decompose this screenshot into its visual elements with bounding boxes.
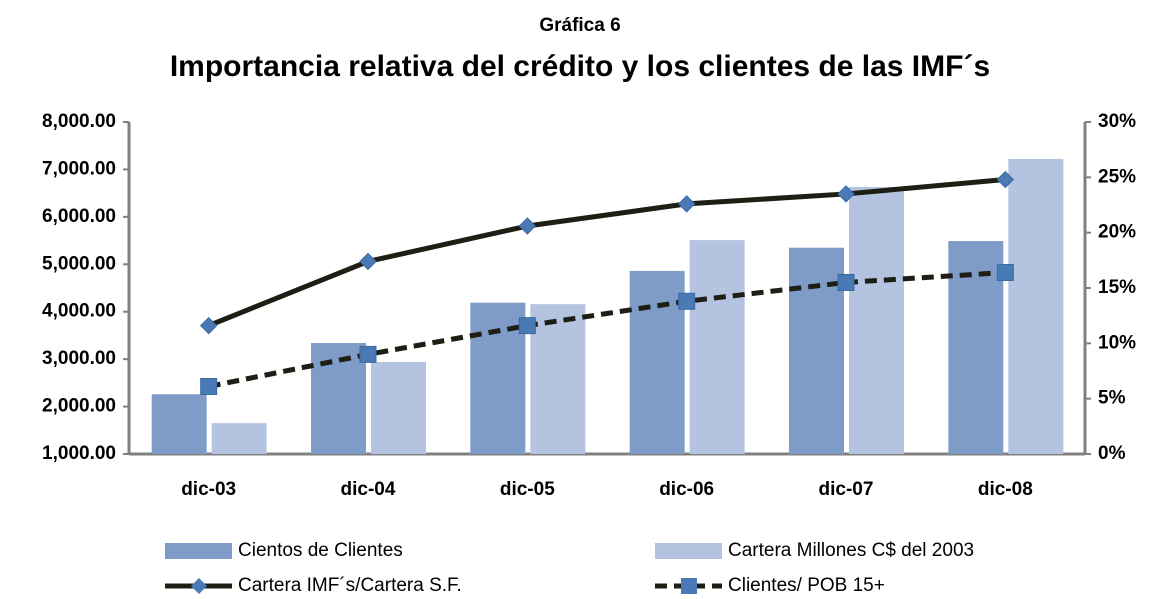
y2-tick-label: 20% (1098, 222, 1136, 243)
line-marker (837, 273, 855, 291)
legend-label: Clientes/ POB 15+ (728, 575, 885, 596)
line (207, 177, 1006, 328)
legend-marker (191, 578, 207, 594)
legend-label: Cartera IMF´s/Cartera S.F. (238, 575, 462, 596)
line-marker (200, 377, 218, 395)
line-marker (996, 264, 1014, 282)
line-marker (199, 316, 218, 335)
x-tick-label: dic-06 (659, 479, 714, 500)
y-tick-label: 5,000.00 (42, 253, 116, 274)
y-tick-label: 6,000.00 (42, 206, 116, 227)
y-tick-label: 4,000.00 (42, 301, 116, 322)
y-tick-label: 1,000.00 (42, 443, 116, 464)
line-marker (996, 170, 1015, 189)
bar (211, 423, 267, 454)
bar (371, 361, 426, 454)
x-tick-label: dic-08 (978, 479, 1033, 500)
legend-swatch (655, 543, 722, 559)
x-tick-label: dic-05 (500, 479, 555, 500)
legend-swatch (165, 543, 232, 559)
line-marker (518, 317, 536, 335)
x-tick-label: dic-07 (819, 479, 874, 500)
y2-tick-label: 15% (1098, 277, 1136, 298)
bar (629, 270, 685, 454)
line-marker (518, 217, 537, 235)
y2-tick-label: 0% (1098, 443, 1126, 464)
y2-tick-label: 10% (1098, 332, 1136, 353)
bar (948, 241, 1004, 454)
x-tick-label: dic-04 (341, 479, 396, 500)
line (208, 270, 1006, 389)
bar (789, 247, 844, 454)
y-tick-label: 2,000.00 (42, 396, 116, 417)
line-marker (359, 252, 377, 271)
y2-tick-label: 30% (1098, 111, 1136, 132)
y2-tick-label: 25% (1098, 166, 1136, 187)
y-tick-label: 8,000.00 (42, 111, 116, 132)
y-tick-label: 3,000.00 (42, 348, 116, 369)
y-tick-label: 7,000.00 (42, 158, 116, 179)
bar (151, 394, 207, 454)
bar (689, 240, 745, 454)
bar (311, 343, 366, 454)
line-marker (359, 345, 377, 363)
bar (530, 304, 586, 454)
line-marker (677, 195, 696, 213)
x-tick-label: dic-03 (181, 479, 236, 500)
legend-marker (681, 578, 697, 594)
line-marker (837, 185, 855, 203)
legend-label: Cartera Millones C$ del 2003 (728, 540, 974, 561)
legend-label: Cientos de Clientes (238, 540, 403, 561)
y2-tick-label: 5% (1098, 388, 1126, 409)
bar (849, 186, 904, 454)
chart-title: Importancia relativa del crédito y los c… (170, 50, 990, 83)
chart-subtitle: Gráfica 6 (539, 15, 620, 36)
line-marker (678, 292, 696, 310)
bar (1008, 158, 1064, 454)
